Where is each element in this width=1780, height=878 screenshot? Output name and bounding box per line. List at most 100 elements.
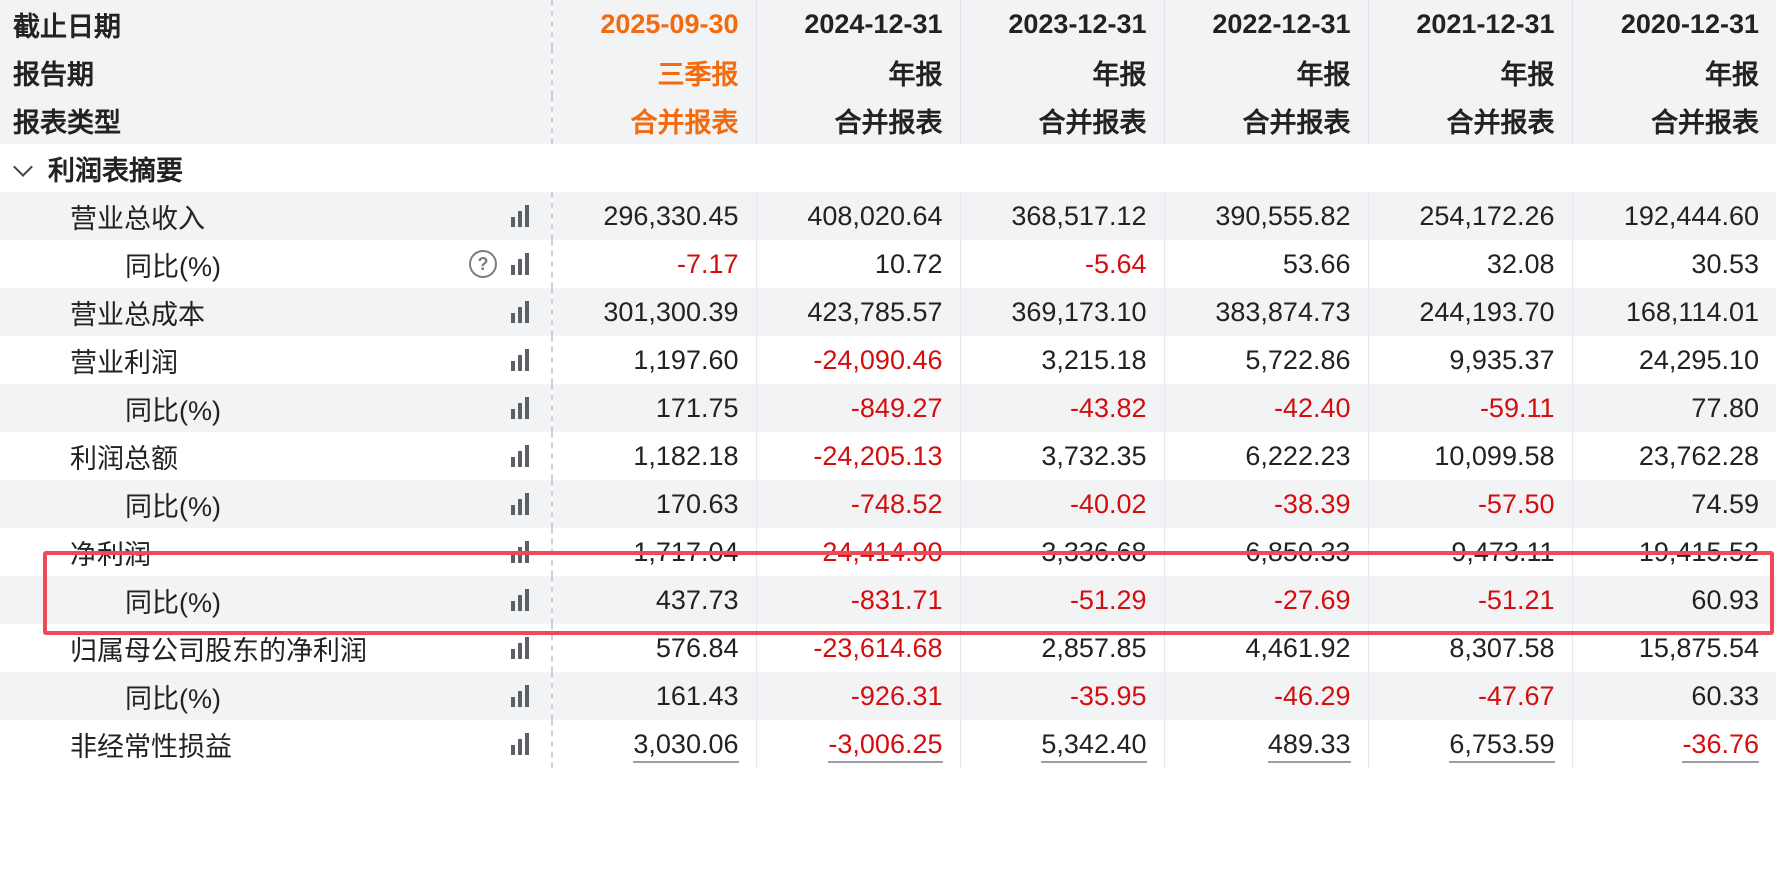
cell-value: 30.53 (1691, 248, 1759, 279)
cell-value: 170.63 (655, 488, 739, 519)
value-cell: 1,717.04 (551, 528, 756, 576)
value-cell: 171.75 (551, 384, 756, 432)
cell-value: -831.71 (850, 584, 943, 615)
section-title[interactable]: 利润表摘要 (0, 144, 552, 192)
bar-chart-icon[interactable] (511, 301, 529, 323)
bar-chart-icon[interactable] (511, 589, 529, 611)
cell-value[interactable]: 5,342.40 (1041, 728, 1147, 763)
date-col-4[interactable]: 2022-12-31 (1163, 0, 1368, 48)
table-row[interactable]: 净利润 1,717.04 -24,414.90 3,336.68 6,850.33 9,4… (0, 528, 1776, 576)
value-cell: -59.11 (1367, 384, 1572, 432)
date-label: 截止日期 (0, 0, 552, 48)
cell-value: -38.39 (1273, 488, 1351, 519)
date-col-2[interactable]: 2024-12-31 (755, 0, 960, 48)
value-cell: 244,193.70 (1367, 288, 1572, 336)
cell-value[interactable]: 489.33 (1267, 728, 1351, 763)
value-cell: 30.53 (1571, 240, 1776, 288)
cell-value: 2,857.85 (1041, 632, 1147, 663)
date-col-3[interactable]: 2023-12-31 (959, 0, 1164, 48)
cell-value: 244,193.70 (1419, 296, 1555, 327)
cell-value: -47.67 (1477, 680, 1555, 711)
table-row[interactable]: 同比(%)? -7.17 10.72 -5.64 53.66 32.08 30.53 (0, 240, 1776, 288)
row-tools (511, 624, 529, 672)
cell-value: -849.27 (850, 392, 943, 423)
question-circle-icon[interactable]: ? (469, 250, 497, 278)
bar-chart-icon[interactable] (511, 493, 529, 515)
value-cell: -926.31 (755, 672, 960, 720)
value-cell: 6,850.33 (1163, 528, 1368, 576)
cell-value: 53.66 (1282, 248, 1351, 279)
date-col-6[interactable]: 2020-12-31 (1571, 0, 1776, 48)
chevron-down-icon[interactable] (13, 156, 33, 177)
value-cell: -831.71 (755, 576, 960, 624)
value-cell: 10,099.58 (1367, 432, 1572, 480)
period-label: 报告期 (0, 48, 552, 96)
period-col-6: 年报 (1571, 48, 1776, 96)
section-header-income[interactable]: 利润表摘要 (0, 144, 1776, 192)
table-row[interactable]: 同比(%) 161.43 -926.31 -35.95 -46.29 -47.67 60.3… (0, 672, 1776, 720)
value-cell: -23,614.68 (755, 624, 960, 672)
date-col-5[interactable]: 2021-12-31 (1367, 0, 1572, 48)
bar-chart-icon[interactable] (511, 205, 529, 227)
cell-value: 6,850.33 (1245, 536, 1351, 567)
table-row[interactable]: 归属母公司股东的净利润 576.84 -23,614.68 2,857.85 4,461… (0, 624, 1776, 672)
table-row[interactable]: 同比(%) 170.63 -748.52 -40.02 -38.39 -57.50 74.5… (0, 480, 1776, 528)
row-label: 同比(%) (125, 587, 221, 618)
table-row[interactable]: 利润总额 1,182.18 -24,205.13 3,732.35 6,222.23 10… (0, 432, 1776, 480)
bar-chart-icon[interactable] (511, 541, 529, 563)
table-row[interactable]: 非经常性损益 3,030.06 -3,006.25 5,342.40 489.33 6,7… (0, 720, 1776, 768)
section-blank (1368, 144, 1572, 192)
row-tools: ? (469, 240, 529, 288)
value-cell: 168,114.01 (1571, 288, 1776, 336)
row-label: 营业总成本 (70, 299, 205, 330)
section-blank (1164, 144, 1368, 192)
period-col-5: 年报 (1367, 48, 1572, 96)
bar-chart-icon[interactable] (511, 637, 529, 659)
type-col-3: 合并报表 (959, 96, 1164, 144)
value-cell: 2,857.85 (959, 624, 1164, 672)
row-label: 同比(%) (125, 683, 221, 714)
cell-value: 576.84 (655, 632, 739, 663)
value-cell: -5.64 (959, 240, 1164, 288)
bar-chart-icon[interactable] (511, 733, 529, 755)
table-row[interactable]: 营业总收入 296,330.45 408,020.64 368,517.12 390,5… (0, 192, 1776, 240)
table-row[interactable]: 同比(%) 171.75 -849.27 -43.82 -42.40 -59.11 77.8… (0, 384, 1776, 432)
bar-chart-icon[interactable] (511, 397, 529, 419)
cell-value: 383,874.73 (1215, 296, 1351, 327)
cell-value[interactable]: 3,030.06 (633, 728, 739, 763)
cell-value: -7.17 (676, 248, 739, 279)
row-tools (511, 288, 529, 336)
value-cell: -27.69 (1163, 576, 1368, 624)
row-tools (511, 720, 529, 768)
value-cell: 254,172.26 (1367, 192, 1572, 240)
bar-chart-icon[interactable] (511, 349, 529, 371)
cell-value: -46.29 (1273, 680, 1351, 711)
cell-value: -59.11 (1479, 392, 1555, 423)
row-label-cell: 归属母公司股东的净利润 (0, 624, 552, 672)
row-tools (511, 528, 529, 576)
table-row[interactable]: 营业总成本 301,300.39 423,785.57 369,173.10 383,8… (0, 288, 1776, 336)
bar-chart-icon[interactable] (511, 445, 529, 467)
bar-chart-icon[interactable] (511, 685, 529, 707)
cell-value: -748.52 (850, 488, 943, 519)
type-col-5: 合并报表 (1367, 96, 1572, 144)
period-col-3: 年报 (959, 48, 1164, 96)
date-col-1[interactable]: 2025-09-30 (551, 0, 756, 48)
cell-value: 60.93 (1691, 584, 1759, 615)
section-blank (960, 144, 1164, 192)
cell-value[interactable]: -36.76 (1682, 728, 1759, 763)
cell-value: 1,182.18 (633, 440, 739, 471)
bar-chart-icon[interactable] (511, 253, 529, 275)
value-cell: -24,414.90 (755, 528, 960, 576)
cell-value[interactable]: 6,753.59 (1449, 728, 1555, 763)
row-tools (511, 384, 529, 432)
cell-value[interactable]: -3,006.25 (828, 728, 943, 763)
header-row-period: 报告期 三季报 年报 年报 年报 年报 年报 (0, 48, 1776, 96)
cell-value: -24,090.46 (813, 344, 943, 375)
cell-value: 19,415.52 (1638, 536, 1759, 567)
table-row[interactable]: 同比(%) 437.73 -831.71 -51.29 -27.69 -51.21 60.9… (0, 576, 1776, 624)
value-cell: 192,444.60 (1571, 192, 1776, 240)
value-cell: 8,307.58 (1367, 624, 1572, 672)
value-cell: 301,300.39 (551, 288, 756, 336)
table-row[interactable]: 营业利润 1,197.60 -24,090.46 3,215.18 5,722.86 9,… (0, 336, 1776, 384)
